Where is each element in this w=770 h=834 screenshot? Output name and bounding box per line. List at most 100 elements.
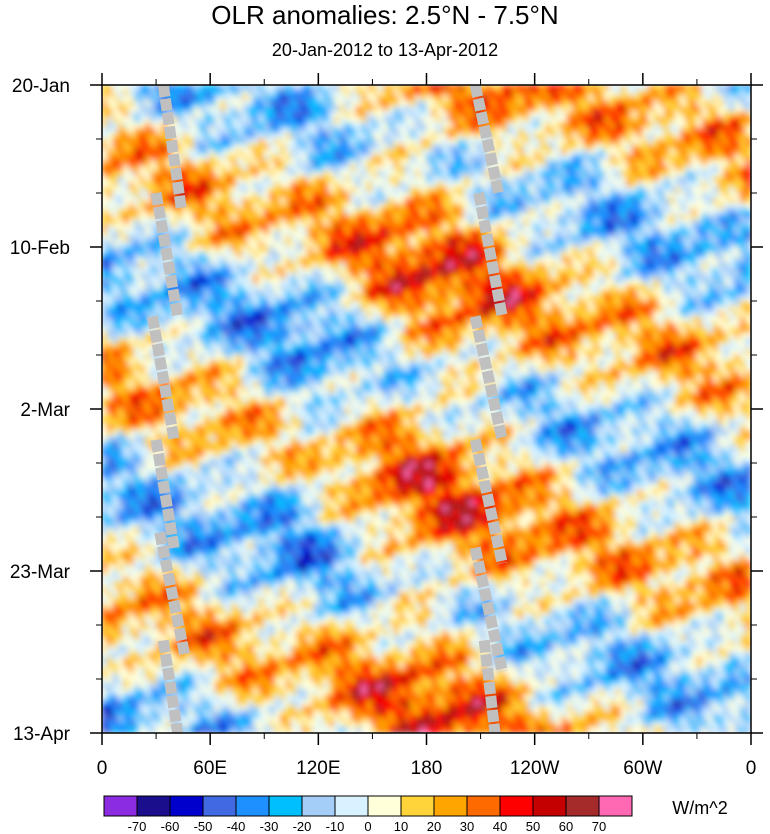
- anomaly-cell: [431, 219, 438, 226]
- anomaly-cell: [431, 165, 438, 172]
- anomaly-cell: [269, 295, 276, 302]
- anomaly-cell: [566, 165, 574, 172]
- anomaly-cell: [507, 187, 514, 194]
- anomaly-cell: [745, 208, 751, 216]
- anomaly-cell: [458, 257, 465, 264]
- anomaly-cell: [669, 100, 676, 108]
- anomaly-cell: [215, 187, 222, 194]
- anomaly-cell: [312, 246, 319, 253]
- anomaly-cell: [117, 85, 125, 91]
- anomaly-cell: [593, 295, 601, 302]
- anomaly-cell: [242, 295, 249, 302]
- anomaly-cell: [188, 305, 195, 313]
- anomaly-cell: [279, 246, 287, 253]
- anomaly-cell: [669, 241, 676, 248]
- anomaly-cell: [636, 284, 644, 291]
- anomaly-cell: [123, 241, 130, 248]
- anomaly-cell: [561, 203, 568, 210]
- anomaly-cell: [252, 127, 260, 135]
- anomaly-cell: [301, 181, 309, 189]
- anomaly-cell: [636, 160, 644, 167]
- anomaly-cell: [691, 224, 698, 232]
- anomaly-cell: [350, 116, 357, 124]
- anomaly-cell: [269, 208, 276, 216]
- anomaly-cell: [225, 197, 233, 205]
- anomaly-cell: [539, 116, 546, 124]
- anomaly-cell: [123, 305, 130, 313]
- anomaly-cell: [155, 203, 162, 210]
- anomaly-cell: [339, 138, 346, 145]
- anomaly-cell: [426, 295, 433, 302]
- anomaly-cell: [398, 251, 406, 259]
- anomaly-cell: [582, 241, 590, 248]
- anomaly-cell: [225, 235, 233, 243]
- anomaly-cell: [458, 214, 465, 221]
- anomaly-cell: [215, 85, 222, 91]
- anomaly-cell: [647, 133, 655, 140]
- anomaly-cell: [577, 208, 584, 216]
- anomaly-cell: [398, 85, 406, 91]
- anomaly-cell: [177, 289, 184, 297]
- anomaly-cell: [604, 85, 611, 91]
- anomaly-cell: [463, 300, 471, 307]
- anomaly-cell: [707, 262, 714, 270]
- anomaly-cell: [182, 100, 190, 108]
- anomaly-cell: [398, 100, 406, 108]
- anomaly-cell: [615, 89, 622, 97]
- anomaly-cell: [539, 241, 546, 248]
- anomaly-cell: [123, 246, 130, 253]
- anomaly-cell: [317, 100, 325, 108]
- anomaly-cell: [431, 100, 438, 108]
- anomaly-cell: [312, 197, 319, 205]
- anomaly-cell: [577, 257, 584, 264]
- anomaly-cell: [209, 100, 217, 108]
- anomaly-cell: [269, 154, 276, 162]
- anomaly-cell: [285, 300, 292, 307]
- anomaly-cell: [144, 305, 152, 313]
- anomaly-cell: [599, 89, 606, 97]
- anomaly-cell: [106, 89, 114, 97]
- anomaly-cell: [198, 111, 206, 118]
- anomaly-cell: [371, 89, 379, 97]
- anomaly-cell: [377, 246, 384, 253]
- anomaly-cell: [588, 257, 595, 264]
- anomaly-cell: [404, 284, 411, 291]
- anomaly-cell: [144, 170, 152, 178]
- anomaly-cell: [252, 111, 260, 118]
- anomaly-cell: [739, 268, 747, 275]
- anomaly-cell: [247, 181, 254, 189]
- anomaly-cell: [274, 106, 281, 113]
- anomaly-cell: [588, 127, 595, 135]
- anomaly-cell: [447, 127, 455, 135]
- anomaly-cell: [404, 95, 411, 102]
- anomaly-cell: [328, 160, 336, 167]
- anomaly-cell: [236, 187, 244, 194]
- anomaly-cell: [247, 300, 254, 307]
- anomaly-cell: [188, 192, 195, 199]
- anomaly-cell: [393, 257, 400, 264]
- anomaly-cell: [188, 176, 195, 183]
- anomaly-cell: [501, 197, 509, 205]
- anomaly-cell: [220, 208, 227, 216]
- anomaly-cell: [458, 127, 465, 135]
- anomaly-cell: [285, 251, 292, 259]
- anomaly-cell: [415, 127, 422, 135]
- anomaly-cell: [393, 154, 400, 162]
- anomaly-cell: [642, 208, 649, 216]
- anomaly-cell: [404, 106, 411, 113]
- anomaly-cell: [431, 176, 438, 183]
- anomaly-cell: [247, 278, 254, 286]
- anomaly-cell: [123, 143, 130, 151]
- anomaly-cell: [663, 208, 671, 216]
- anomaly-cell: [133, 165, 141, 172]
- anomaly-cell: [728, 100, 736, 108]
- anomaly-cell: [117, 305, 125, 313]
- anomaly-cell: [323, 160, 330, 167]
- anomaly-cell: [274, 133, 281, 140]
- anomaly-cell: [631, 165, 638, 172]
- anomaly-cell: [528, 111, 536, 118]
- anomaly-cell: [334, 192, 341, 199]
- anomaly-cell: [350, 154, 357, 162]
- anomaly-cell: [328, 106, 336, 113]
- anomaly-cell: [371, 246, 379, 253]
